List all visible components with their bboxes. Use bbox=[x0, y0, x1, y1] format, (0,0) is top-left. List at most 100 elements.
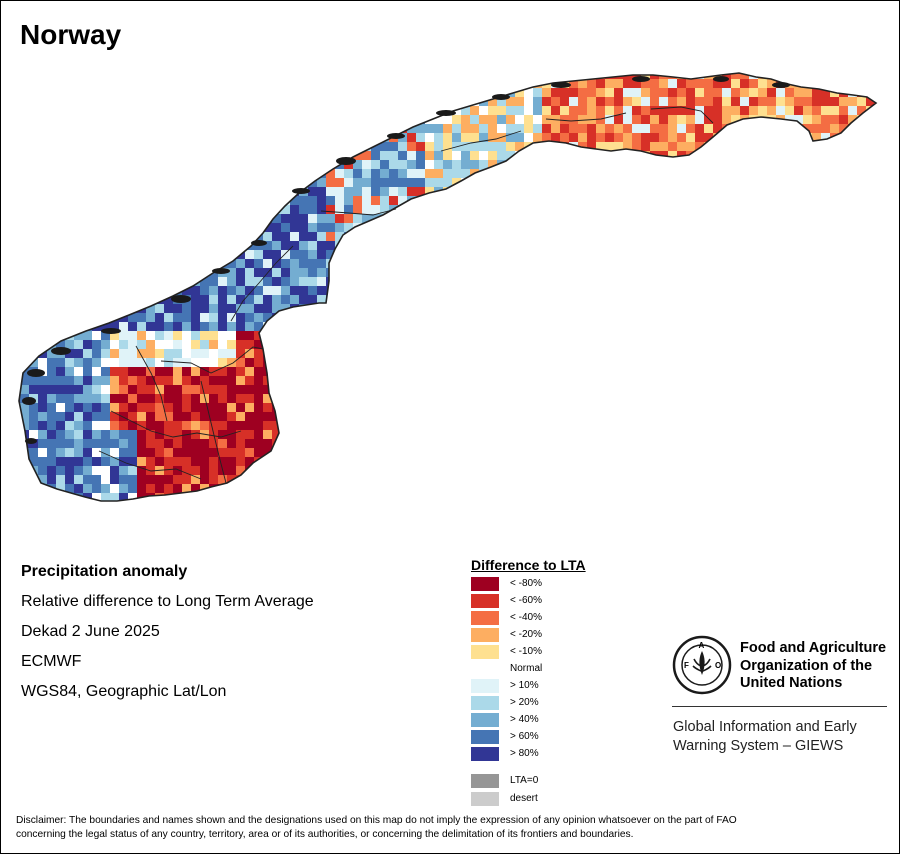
anomaly-cell bbox=[506, 232, 516, 242]
anomaly-cell bbox=[353, 394, 363, 404]
anomaly-cell bbox=[416, 88, 426, 98]
anomaly-cell bbox=[281, 160, 291, 170]
anomaly-cell bbox=[479, 115, 489, 125]
anomaly-cell bbox=[569, 421, 579, 431]
anomaly-cell bbox=[299, 367, 309, 377]
anomaly-cell bbox=[146, 232, 156, 242]
anomaly-cell bbox=[569, 79, 579, 89]
anomaly-cell bbox=[686, 124, 696, 134]
anomaly-cell bbox=[29, 493, 39, 501]
anomaly-cell bbox=[371, 475, 381, 485]
anomaly-cell bbox=[335, 106, 345, 116]
anomaly-cell bbox=[479, 88, 489, 98]
anomaly-cell bbox=[785, 223, 795, 233]
anomaly-cell bbox=[659, 394, 669, 404]
anomaly-cell bbox=[326, 367, 336, 377]
anomaly-cell bbox=[569, 313, 579, 323]
anomaly-cell bbox=[416, 223, 426, 233]
anomaly-cell bbox=[19, 484, 21, 494]
anomaly-cell bbox=[470, 385, 480, 395]
anomaly-cell bbox=[254, 223, 264, 233]
anomaly-cell bbox=[569, 430, 579, 440]
anomaly-cell bbox=[263, 430, 273, 440]
anomaly-cell bbox=[497, 178, 507, 188]
anomaly-cell bbox=[569, 241, 579, 251]
anomaly-cell bbox=[803, 493, 813, 501]
anomaly-cell bbox=[623, 376, 633, 386]
anomaly-cell bbox=[578, 73, 588, 80]
anomaly-cell bbox=[362, 106, 372, 116]
anomaly-cell bbox=[137, 322, 147, 332]
anomaly-cell bbox=[209, 151, 219, 161]
anomaly-cell bbox=[362, 439, 372, 449]
anomaly-cell bbox=[65, 187, 75, 197]
anomaly-cell bbox=[695, 88, 705, 98]
anomaly-cell bbox=[704, 367, 714, 377]
anomaly-cell bbox=[398, 142, 408, 152]
anomaly-cell bbox=[731, 286, 741, 296]
anomaly-cell bbox=[362, 124, 372, 134]
anomaly-cell bbox=[227, 421, 237, 431]
anomaly-cell bbox=[731, 160, 741, 170]
anomaly-cell bbox=[614, 115, 624, 125]
anomaly-cell bbox=[362, 493, 372, 501]
anomaly-cell bbox=[731, 340, 741, 350]
anomaly-cell bbox=[749, 349, 759, 359]
anomaly-cell bbox=[839, 331, 849, 341]
anomaly-cell bbox=[281, 133, 291, 143]
anomaly-cell bbox=[209, 313, 219, 323]
anomaly-cell bbox=[20, 214, 30, 224]
anomaly-cell bbox=[830, 73, 840, 80]
anomaly-cell bbox=[272, 421, 282, 431]
anomaly-cell bbox=[29, 385, 39, 395]
anomaly-cell bbox=[380, 376, 390, 386]
anomaly-cell bbox=[677, 430, 687, 440]
anomaly-cell bbox=[740, 124, 750, 134]
anomaly-cell bbox=[317, 412, 327, 422]
anomaly-cell bbox=[218, 349, 228, 359]
anomaly-cell bbox=[182, 151, 192, 161]
anomaly-cell bbox=[821, 304, 831, 314]
anomaly-cell bbox=[425, 214, 435, 224]
anomaly-cell bbox=[632, 367, 642, 377]
legend-label: > 80% bbox=[510, 748, 539, 759]
anomaly-cell bbox=[389, 142, 399, 152]
anomaly-cell bbox=[866, 250, 876, 260]
anomaly-cell bbox=[272, 241, 282, 251]
anomaly-cell bbox=[614, 142, 624, 152]
anomaly-cell bbox=[218, 475, 228, 485]
anomaly-cell bbox=[209, 412, 219, 422]
anomaly-cell bbox=[110, 196, 120, 206]
anomaly-cell bbox=[803, 448, 813, 458]
anomaly-cell bbox=[587, 394, 597, 404]
anomaly-cell bbox=[659, 331, 669, 341]
anomaly-cell bbox=[515, 178, 525, 188]
anomaly-cell bbox=[515, 331, 525, 341]
anomaly-cell bbox=[830, 322, 840, 332]
anomaly-cell bbox=[668, 97, 678, 107]
anomaly-cell bbox=[767, 367, 777, 377]
anomaly-cell bbox=[758, 178, 768, 188]
anomaly-cell bbox=[83, 250, 93, 260]
anomaly-cell bbox=[749, 502, 759, 512]
anomaly-cell bbox=[416, 295, 426, 305]
anomaly-cell bbox=[533, 430, 543, 440]
anomaly-cell bbox=[866, 61, 876, 71]
anomaly-cell bbox=[191, 394, 201, 404]
anomaly-cell bbox=[92, 394, 102, 404]
anomaly-cell bbox=[623, 493, 633, 501]
anomaly-cell bbox=[677, 466, 687, 476]
anomaly-cell bbox=[443, 97, 453, 107]
anomaly-cell bbox=[236, 322, 246, 332]
anomaly-cell bbox=[380, 286, 390, 296]
anomaly-cell bbox=[281, 178, 291, 188]
anomaly-cell bbox=[578, 439, 588, 449]
anomaly-cell bbox=[155, 331, 165, 341]
anomaly-cell bbox=[731, 178, 741, 188]
anomaly-cell bbox=[515, 295, 525, 305]
anomaly-cell bbox=[704, 430, 714, 440]
anomaly-cell bbox=[191, 250, 201, 260]
anomaly-cell bbox=[650, 133, 660, 143]
anomaly-cell bbox=[533, 88, 543, 98]
anomaly-cell bbox=[434, 430, 444, 440]
